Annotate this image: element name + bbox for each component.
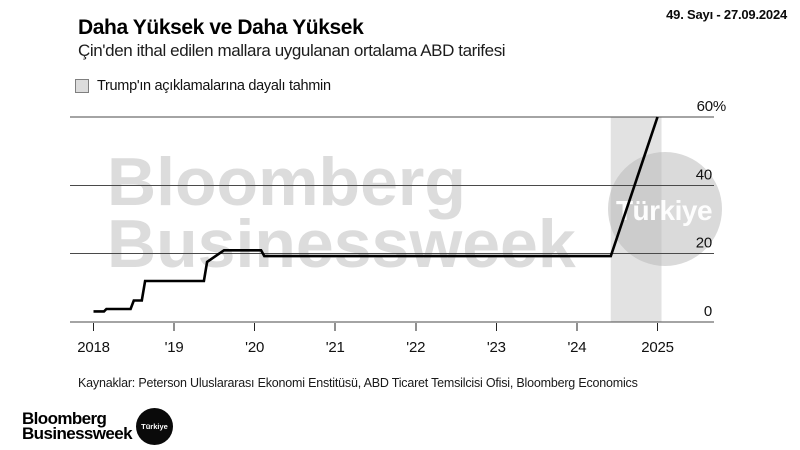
x-axis-label: '20 [245,339,264,356]
tariff-line [93,116,659,313]
watermark-line1: Bloomberg [107,144,466,220]
x-axis-label: '22 [406,339,425,356]
forecast-swatch-icon [75,79,89,93]
publisher-logo-line2: Businessweek [22,423,133,443]
chart-subtitle: Çin'den ithal edilen mallara uygulanan o… [78,41,506,60]
y-axis-label: 0 [704,303,712,320]
x-axis-label: '23 [487,339,506,356]
publisher-logo-line1: Bloomberg [22,409,107,428]
publisher-logo: Bloomberg Businessweek Türkiye [22,408,173,445]
y-axis-label: 40 [696,166,712,183]
x-axis-label: 2025 [641,339,674,356]
x-axis-label: '24 [567,339,586,356]
watermark-line2: Businessweek [107,206,576,282]
x-axis-label: 2018 [77,339,110,356]
chart-title: Daha Yüksek ve Daha Yüksek [78,16,364,39]
publisher-logo-text: Bloomberg Businessweek [22,409,133,443]
source-note: Kaynaklar: Peterson Uluslararası Ekonomi… [78,376,638,390]
y-axis-label: 60% [697,98,726,115]
issue-date: 49. Sayı - 27.09.2024 [666,7,787,22]
y-axis-label: 20 [696,235,712,252]
legend: Trump'ın açıklamalarına dayalı tahmin [75,78,331,94]
watermark-badge-label: Türkiye [616,195,712,226]
legend-label: Trump'ın açıklamalarına dayalı tahmin [97,78,331,94]
x-axis-label: '19 [165,339,184,356]
publisher-logo-badge: Türkiye [135,408,173,445]
x-axis-label: '21 [326,339,345,356]
